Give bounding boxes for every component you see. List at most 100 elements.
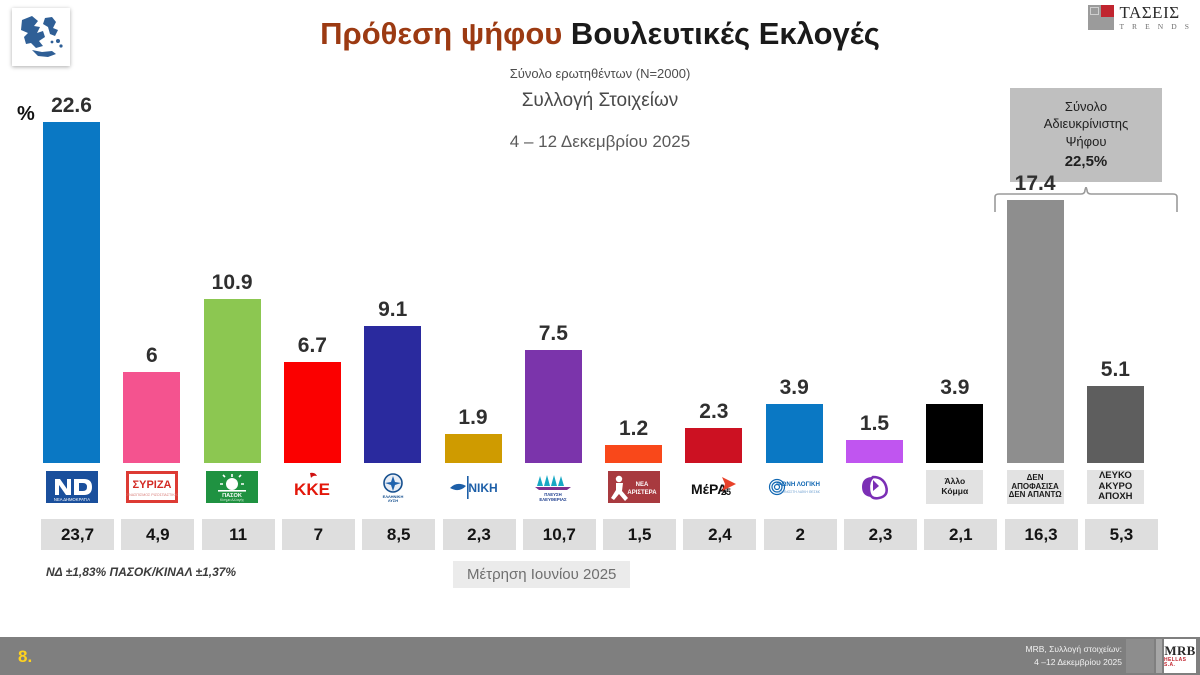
bar[interactable]	[123, 372, 181, 463]
undecided-brace-icon	[993, 187, 1179, 213]
undecided-value: 22,5%	[1064, 153, 1108, 171]
chip-line: ΑΠΟΦΑΣΙΣΑ	[1011, 481, 1059, 491]
bar-value-label: 6.7	[297, 334, 327, 357]
chip-line: Άλλο	[944, 476, 966, 487]
bar-group: 1.9	[444, 406, 502, 463]
previous-measurement-legend: Μέτρηση Ιουνίου 2025	[453, 561, 631, 588]
bar-value-label: 17.4	[1014, 172, 1056, 195]
bar[interactable]	[1006, 200, 1064, 463]
plefsi-eleftherias-logo[interactable]: ΠΛΕΥΣΗ ΕΛΕΥΘΕΡΙΑΣ	[525, 470, 582, 504]
bar-group: 17.4	[1006, 172, 1064, 463]
bar-group: 22.6	[43, 94, 100, 463]
undecided-line-1: Σύνολο	[1064, 98, 1108, 114]
foni-logikis-logo[interactable]: ΦΩΝΗ ΛΟΓΙΚΗΣ ΑΦΗΝΟΣΤΗ ΛΑΪΚΗ ΘΕΣΜΟΙ	[766, 470, 823, 504]
allo-komma-chip[interactable]: Άλλο Κόμμα	[926, 470, 984, 504]
previous-value-cell: 23,7	[41, 519, 114, 550]
previous-value-cell: 11	[201, 519, 275, 550]
previous-value-cell: 7	[281, 519, 355, 550]
collection-label: Συλλογή Στοιχείων	[521, 90, 679, 111]
den-apofasisa-chip[interactable]: ΔΕΝ ΑΠΟΦΑΣΙΣΑ ΔΕΝ ΑΠΑΝΤΩ	[1006, 470, 1064, 504]
niki-logo[interactable]: ΝΙΚΗ	[445, 470, 502, 504]
bar-group: 7.5	[524, 322, 582, 463]
bar[interactable]	[364, 326, 422, 463]
bar-value-label: 5.1	[1100, 358, 1130, 381]
svg-text:ΑΦΗΝΟΣΤΗ ΛΑΪΚΗ ΘΕΣΜΟΙ: ΑΦΗΝΟΣΤΗ ΛΑΪΚΗ ΘΕΣΜΟΙ	[778, 490, 820, 494]
page-title-accent: Πρόθεση ψήφου	[320, 16, 563, 51]
footer-source-line-2: 4 –12 Δεκεμβρίου 2025	[1034, 656, 1122, 667]
bar[interactable]	[524, 350, 582, 463]
brand-subtitle: T R E N D S	[1119, 22, 1192, 31]
brand-name: ΤΑΣΕΙΣ	[1119, 3, 1180, 22]
page-number: 8.	[18, 647, 33, 666]
previous-value-cell: 2	[763, 519, 837, 550]
chip-line: ΔΕΝ	[1026, 472, 1044, 482]
bar-group: 10.9	[203, 271, 261, 463]
previous-value-cell: 4,9	[121, 519, 195, 550]
syriza-logo[interactable]: ΣΥΡΙΖΑ ΣΥΝΑΣΠΙΣΜΟΣ ΡΙΖΟΣΠΑΣΤΙΚΗΣ	[123, 470, 180, 504]
bar[interactable]	[203, 299, 261, 463]
kke-logo[interactable]: ΚΚΕ	[284, 470, 341, 504]
bar[interactable]	[43, 122, 100, 463]
pasok-logo[interactable]: ΠΑΣΟΚ Κίνημα Αλλαγής	[204, 470, 261, 504]
bar-group: 6.7	[283, 334, 341, 463]
chip-line: ΔΕΝ ΑΠΑΝΤΩ	[1008, 490, 1062, 500]
chip-line: ΛΕΥΚΟ	[1098, 470, 1132, 482]
previous-value-cell: 2,4	[683, 519, 757, 550]
bar[interactable]	[926, 404, 984, 463]
chip-line: ΑΠΟΧΗ	[1098, 491, 1133, 503]
svg-text:ΕΛΛΗΝΙΚΗ: ΕΛΛΗΝΙΚΗ	[382, 494, 403, 499]
svg-text:ΦΩΝΗ ΛΟΓΙΚΗΣ: ΦΩΝΗ ΛΟΓΙΚΗΣ	[777, 481, 821, 488]
mera25-logo[interactable]: MέΡΑ 25	[685, 470, 742, 504]
svg-text:ΠΛΕΥΣΗ: ΠΛΕΥΣΗ	[545, 492, 562, 497]
bar-group: 5.1	[1086, 358, 1144, 463]
nd-logo[interactable]: ΝΕΑ ΔΗΜΟΚΡΑΤΙΑ	[43, 470, 100, 504]
undecided-line-2: Αδιευκρίνιστης	[1043, 116, 1129, 132]
bar-group: 3.9	[765, 376, 823, 463]
bar[interactable]	[765, 404, 823, 463]
nea-aristera-logo[interactable]: ΝΕΑ ΑΡΙΣΤΕΡΑ	[605, 470, 662, 504]
lefko-akyro-chip[interactable]: ΛΕΥΚΟ ΑΚΥΡΟ ΑΠΟΧΗ	[1086, 470, 1144, 504]
margin-of-error-note: ΝΔ ±1,83% ΠΑΣΟΚ/ΚΙΝΑΛ ±1,37%	[46, 565, 237, 579]
svg-text:ΑΡΙΣΤΕΡΑ: ΑΡΙΣΤΕΡΑ	[627, 490, 657, 496]
period-label: 4 – 12 Δεκεμβρίου 2025	[509, 132, 691, 151]
axis-unit-label: %	[17, 103, 35, 125]
chip-line: ΑΚΥΡΟ	[1098, 480, 1133, 492]
bar-group: 2.3	[685, 400, 743, 463]
sample-size-label: Σύνολο ερωτηθέντων (N=2000)	[509, 66, 691, 81]
undecided-total-callout: Σύνολο Αδιευκρίνιστης Ψήφου 22,5%	[1010, 88, 1162, 182]
svg-text:25: 25	[721, 487, 731, 497]
footer-source: MRB, Συλλογή στοιχείων: 4 –12 Δεκεμβρίου…	[1026, 643, 1122, 669]
undecided-line-3: Ψήφου	[1065, 133, 1107, 149]
page-title: Πρόθεση ψήφου Βουλευτικές Εκλογές	[0, 16, 1200, 52]
mrb-logo-main: MRB	[1164, 643, 1196, 658]
svg-text:ΝΙΚΗ: ΝΙΚΗ	[468, 481, 497, 495]
bar-value-label: 7.5	[538, 322, 568, 345]
dimokratia-leaf-logo[interactable]	[846, 470, 903, 504]
previous-value-cell: 2,1	[924, 519, 998, 550]
bar-value-label: 3.9	[940, 376, 970, 399]
bar-value-label: 9.1	[378, 298, 408, 321]
svg-text:Κίνημα Αλλαγής: Κίνημα Αλλαγής	[220, 498, 244, 502]
bar[interactable]	[846, 440, 903, 463]
bar-value-label: 3.9	[779, 376, 809, 399]
bar[interactable]	[283, 362, 341, 463]
bar[interactable]	[685, 428, 743, 463]
bar[interactable]	[605, 445, 663, 463]
svg-text:MέΡΑ: MέΡΑ	[691, 481, 727, 497]
svg-text:ΣΥΡΙΖΑ: ΣΥΡΙΖΑ	[132, 479, 171, 491]
bar-group: 6	[123, 344, 181, 463]
mrb-logo: MRB HELLAS S.A.	[1126, 637, 1196, 675]
svg-text:ΚΚΕ: ΚΚΕ	[294, 480, 330, 499]
svg-text:ΝΕΑ: ΝΕΑ	[635, 482, 648, 488]
bar[interactable]	[444, 434, 502, 463]
bar-value-label: 1.5	[859, 412, 890, 435]
previous-value-cell: 10,7	[522, 519, 596, 550]
elliniki-lysi-logo[interactable]: ΕΛΛΗΝΙΚΗ ΛΥΣΗ	[364, 470, 421, 504]
svg-text:ΝΕΑ ΔΗΜΟΚΡΑΤΙΑ: ΝΕΑ ΔΗΜΟΚΡΑΤΙΑ	[53, 497, 89, 502]
bar-value-label: 1.9	[458, 406, 488, 429]
bar[interactable]	[1086, 386, 1144, 463]
previous-value-cell: 16,3	[1004, 519, 1078, 550]
bar-group: 1.2	[605, 417, 663, 463]
page-title-rest: Βουλευτικές Εκλογές	[562, 16, 880, 51]
